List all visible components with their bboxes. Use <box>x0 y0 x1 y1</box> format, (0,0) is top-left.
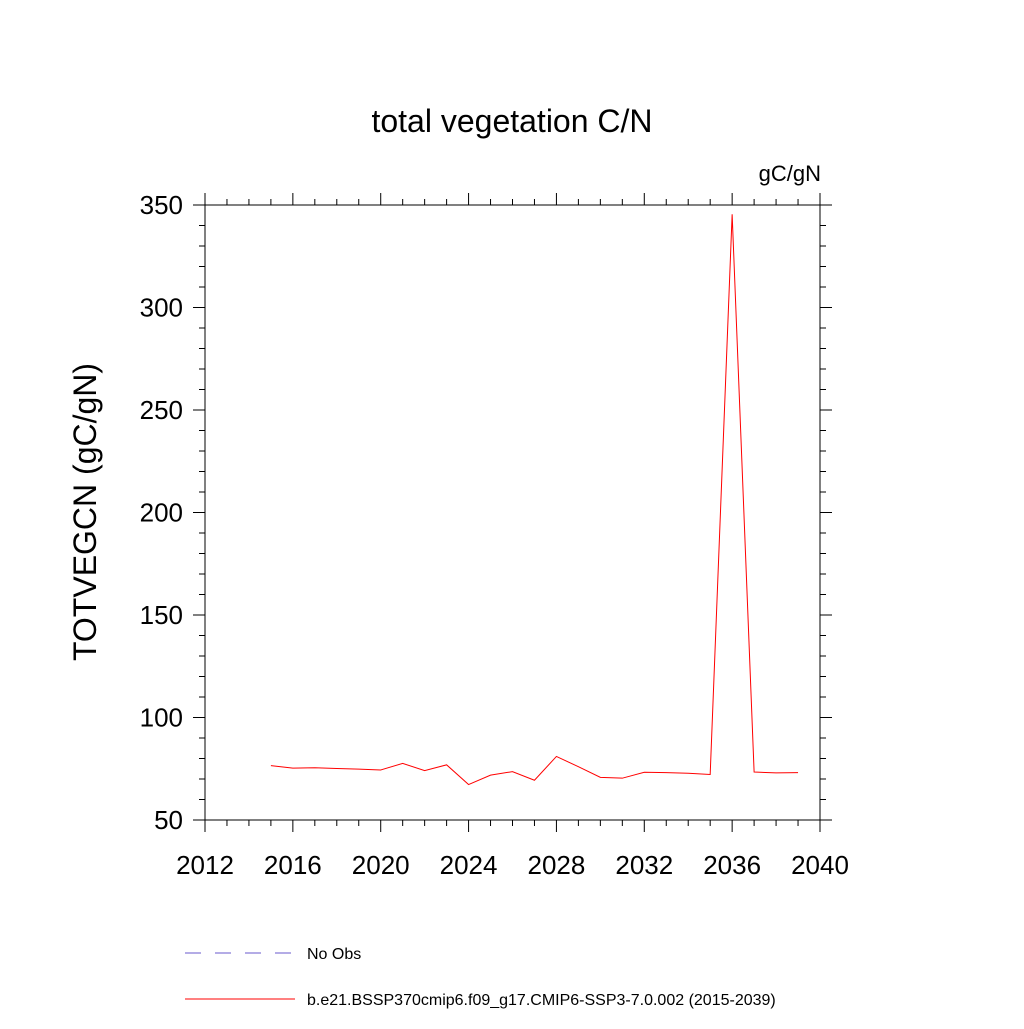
x-tick-label: 2040 <box>791 850 849 880</box>
y-tick-label: 150 <box>140 600 183 630</box>
x-tick-label: 2020 <box>352 850 410 880</box>
x-tick-label: 2016 <box>264 850 322 880</box>
plot-frame <box>205 205 820 820</box>
chart-title: total vegetation C/N <box>371 103 652 139</box>
x-tick-label: 2036 <box>703 850 761 880</box>
units-label: gC/gN <box>759 161 821 186</box>
y-axis-label: TOTVEGCN (gC/gN) <box>67 363 103 661</box>
x-tick-label: 2028 <box>528 850 586 880</box>
y-tick-label: 300 <box>140 293 183 323</box>
series-lines <box>271 214 798 784</box>
y-tick-label: 50 <box>154 805 183 835</box>
x-tick-label: 2024 <box>440 850 498 880</box>
axis-ticks: 2012 2016 2020 2024 2028 2032 2036 2040 50 100 150… <box>140 190 849 880</box>
x-tick-label: 2012 <box>176 850 234 880</box>
series-line <box>271 214 798 784</box>
y-tick-label: 350 <box>140 190 183 220</box>
legend-label: No Obs <box>307 946 361 963</box>
y-tick-label: 200 <box>140 498 183 528</box>
x-tick-label: 2032 <box>615 850 673 880</box>
y-tick-label: 100 <box>140 703 183 733</box>
legend: No Obs b.e21.BSSP370cmip6.f09_g17.CMIP6-S… <box>185 946 776 1009</box>
y-tick-label: 250 <box>140 395 183 425</box>
plot-border <box>205 205 820 820</box>
legend-label: b.e21.BSSP370cmip6.f09_g17.CMIP6-SSP3-7.… <box>307 992 776 1009</box>
